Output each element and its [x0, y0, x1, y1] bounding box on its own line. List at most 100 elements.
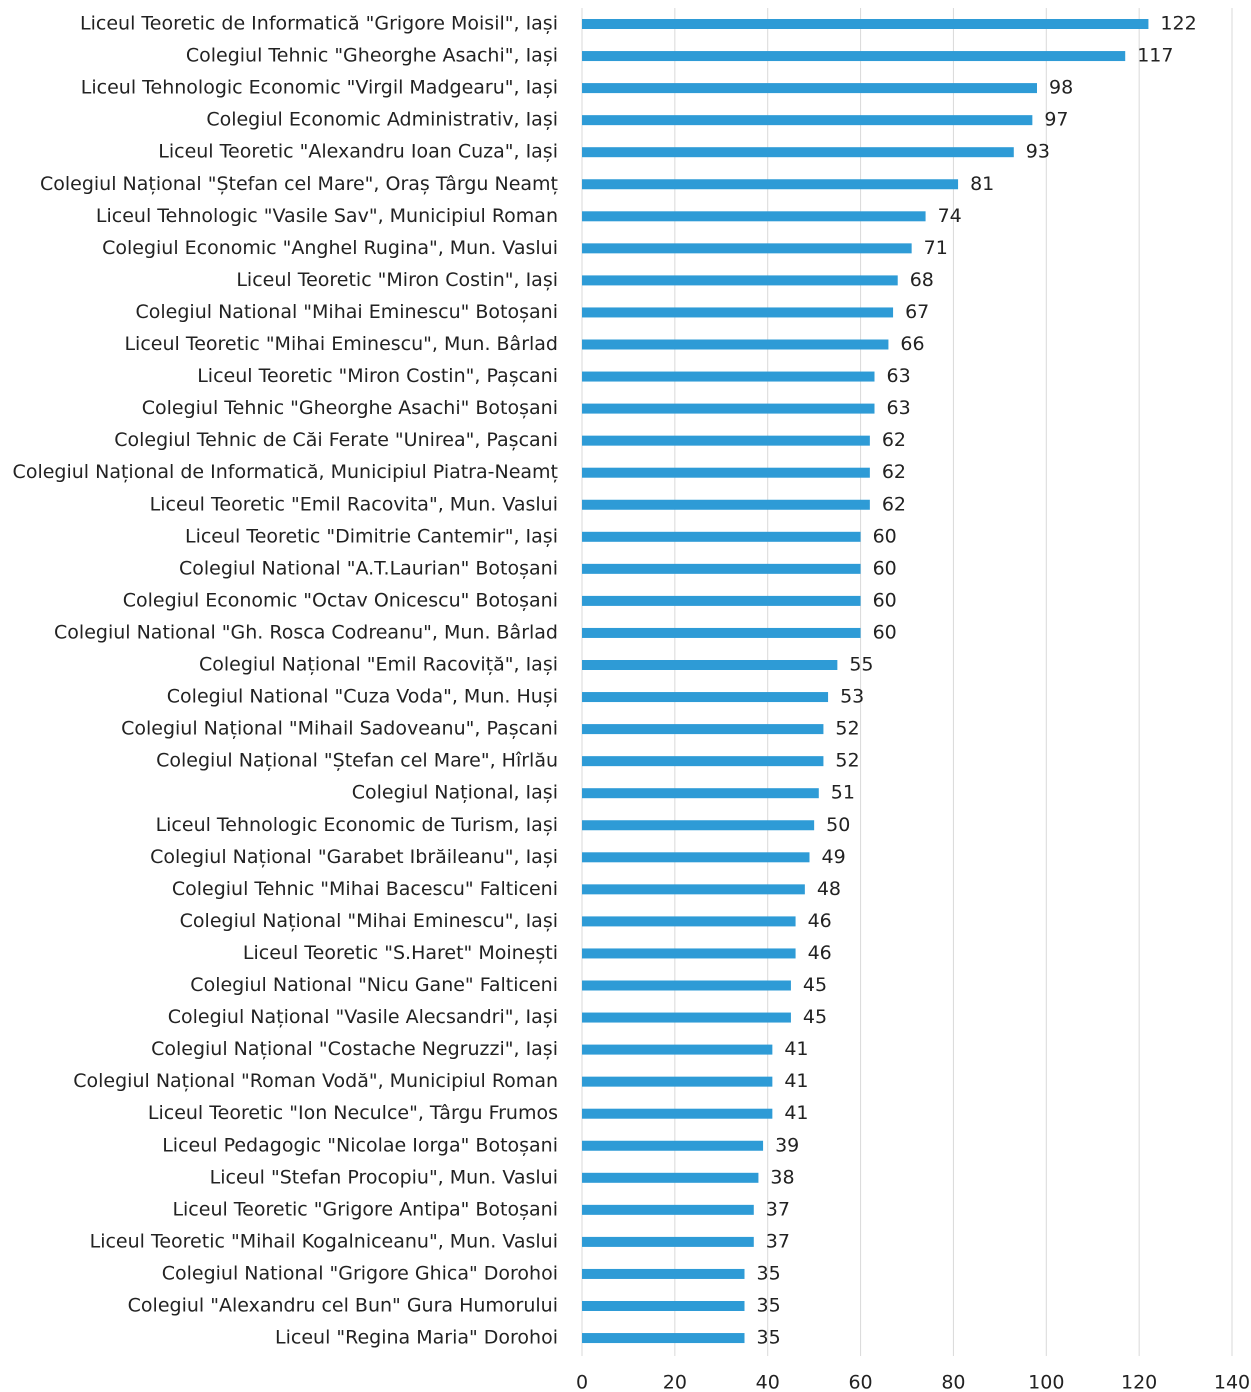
bar	[582, 1333, 745, 1344]
y-tick-label: Liceul Teoretic "Mihai Eminescu", Mun. B…	[124, 333, 558, 355]
data-label: 60	[873, 621, 897, 643]
data-label: 67	[905, 301, 929, 323]
bar	[582, 499, 870, 510]
bar	[582, 467, 870, 478]
data-label: 37	[766, 1230, 790, 1252]
bar	[582, 1044, 773, 1055]
y-tick-label: Liceul Teoretic "Dimitrie Cantemir", Iaș…	[185, 525, 558, 547]
y-tick-label: Colegiul National "Cuza Voda", Mun. Huși	[167, 686, 558, 708]
y-tick-label: Colegiul National "Grigore Ghica" Doroho…	[162, 1262, 558, 1284]
x-tick-label: 0	[576, 1372, 588, 1392]
data-label: 68	[910, 269, 934, 291]
bar	[582, 51, 1126, 62]
y-tick-label: Colegiul "Alexandru cel Bun" Gura Humoru…	[128, 1295, 558, 1317]
y-tick-label: Liceul Teoretic "Grigore Antipa" Botoșan…	[172, 1198, 558, 1220]
bar	[582, 948, 796, 959]
bar	[582, 179, 959, 190]
y-tick-label: Colegiul Național "Mihail Sadoveanu", Pa…	[121, 718, 558, 740]
bar	[582, 275, 898, 286]
data-label: 48	[817, 878, 841, 900]
data-label: 41	[784, 1102, 808, 1124]
bar	[582, 980, 791, 991]
bar	[582, 756, 824, 767]
y-tick-label: Colegiul Național "Emil Racoviță", Iași	[199, 654, 558, 676]
y-tick-label: Colegiul Național "Mihai Eminescu", Iași	[180, 910, 558, 932]
data-label: 38	[770, 1166, 794, 1188]
data-label: 63	[887, 365, 911, 387]
bar	[582, 435, 870, 446]
bar	[582, 211, 926, 222]
y-tick-label: Colegiul Tehnic "Gheorghe Asachi", Iași	[186, 45, 558, 67]
y-tick-label: Liceul Teoretic "Alexandru Ioan Cuza", I…	[158, 141, 558, 163]
data-label: 46	[808, 942, 832, 964]
data-label: 35	[757, 1295, 781, 1317]
bar	[582, 1012, 791, 1023]
y-tick-label: Colegiul Economic Administrativ, Iași	[206, 109, 558, 131]
y-tick-label: Colegiul Tehnic "Mihai Bacescu" Falticen…	[172, 878, 558, 900]
x-tick-label: 80	[941, 1372, 965, 1392]
data-label: 63	[887, 397, 911, 419]
data-label: 62	[882, 493, 906, 515]
y-tick-label: Liceul Teoretic "Ion Neculce", Târgu Fru…	[148, 1102, 558, 1124]
data-label: 62	[882, 461, 906, 483]
y-tick-label: Colegiul Național de Informatică, Munici…	[13, 461, 558, 483]
y-tick-label: Colegiul National "Nicu Gane" Falticeni	[190, 974, 558, 996]
data-label: 53	[840, 686, 864, 708]
data-label: 45	[803, 974, 827, 996]
data-label: 35	[757, 1262, 781, 1284]
data-label: 45	[803, 1006, 827, 1028]
bar	[582, 627, 861, 638]
y-tick-label: Liceul Teoretic de Informatică "Grigore …	[80, 13, 558, 35]
bar	[582, 243, 912, 254]
y-tick-label: Colegiul National "Mihai Eminescu" Botoș…	[136, 301, 558, 323]
data-label: 39	[775, 1134, 799, 1156]
bar	[582, 371, 875, 382]
data-label: 71	[924, 237, 948, 259]
y-tick-label: Colegiul Tehnic de Căi Ferate "Unirea", …	[114, 429, 558, 451]
y-tick-label: Liceul Tehnologic Economic de Turism, Ia…	[156, 814, 558, 836]
data-label: 97	[1044, 109, 1068, 131]
x-tick-label: 120	[1121, 1372, 1157, 1392]
data-label: 60	[873, 589, 897, 611]
bar	[582, 1076, 773, 1087]
y-tick-label: Colegiul Național, Iași	[352, 782, 558, 804]
x-tick-label: 100	[1028, 1372, 1064, 1392]
y-tick-label: Colegiul Național "Vasile Alecsandri", I…	[168, 1006, 558, 1028]
bar	[582, 1108, 773, 1119]
x-tick-label: 20	[663, 1372, 687, 1392]
bar	[582, 1172, 759, 1183]
bar	[582, 1268, 745, 1279]
data-label: 49	[822, 846, 846, 868]
y-tick-label: Colegiul Național "Costache Negruzzi", I…	[151, 1038, 558, 1060]
y-tick-label: Liceul Pedagogic "Nicolae Iorga" Botoșan…	[162, 1134, 558, 1156]
x-tick-label: 60	[848, 1372, 872, 1392]
y-tick-label: Colegiul National "Gh. Rosca Codreanu", …	[54, 621, 558, 643]
y-tick-label: Liceul "Stefan Procopiu", Mun. Vaslui	[210, 1166, 558, 1188]
y-tick-label: Liceul Teoretic "Emil Racovita", Mun. Va…	[150, 493, 558, 515]
bar	[582, 307, 894, 318]
data-label: 60	[873, 557, 897, 579]
y-tick-label: Colegiul Tehnic "Gheorghe Asachi" Botoșa…	[142, 397, 558, 419]
bar	[582, 788, 819, 799]
bar	[582, 339, 889, 350]
bar	[582, 692, 829, 703]
bar	[582, 531, 861, 542]
y-tick-label: Liceul Tehnologic Economic "Virgil Madge…	[81, 77, 558, 99]
bar	[582, 660, 838, 670]
bar	[582, 563, 861, 574]
y-tick-label: Colegiul Național "Roman Vodă", Municipi…	[73, 1070, 558, 1092]
bar	[582, 884, 805, 895]
y-tick-label: Colegiul Economic "Octav Onicescu" Botoș…	[123, 589, 558, 611]
bar	[582, 115, 1033, 126]
data-label: 122	[1160, 13, 1196, 35]
y-tick-label: Colegiul National "A.T.Laurian" Botoșani	[179, 557, 558, 579]
data-label: 55	[849, 654, 873, 676]
x-tick-label: 140	[1214, 1372, 1250, 1392]
data-label: 98	[1049, 77, 1073, 99]
y-tick-label: Liceul Tehnologic "Vasile Sav", Municipi…	[96, 205, 558, 227]
data-label: 93	[1026, 141, 1050, 163]
data-label: 37	[766, 1198, 790, 1220]
y-tick-label: Colegiul Economic "Anghel Rugina", Mun. …	[102, 237, 558, 259]
data-label: 81	[970, 173, 994, 195]
